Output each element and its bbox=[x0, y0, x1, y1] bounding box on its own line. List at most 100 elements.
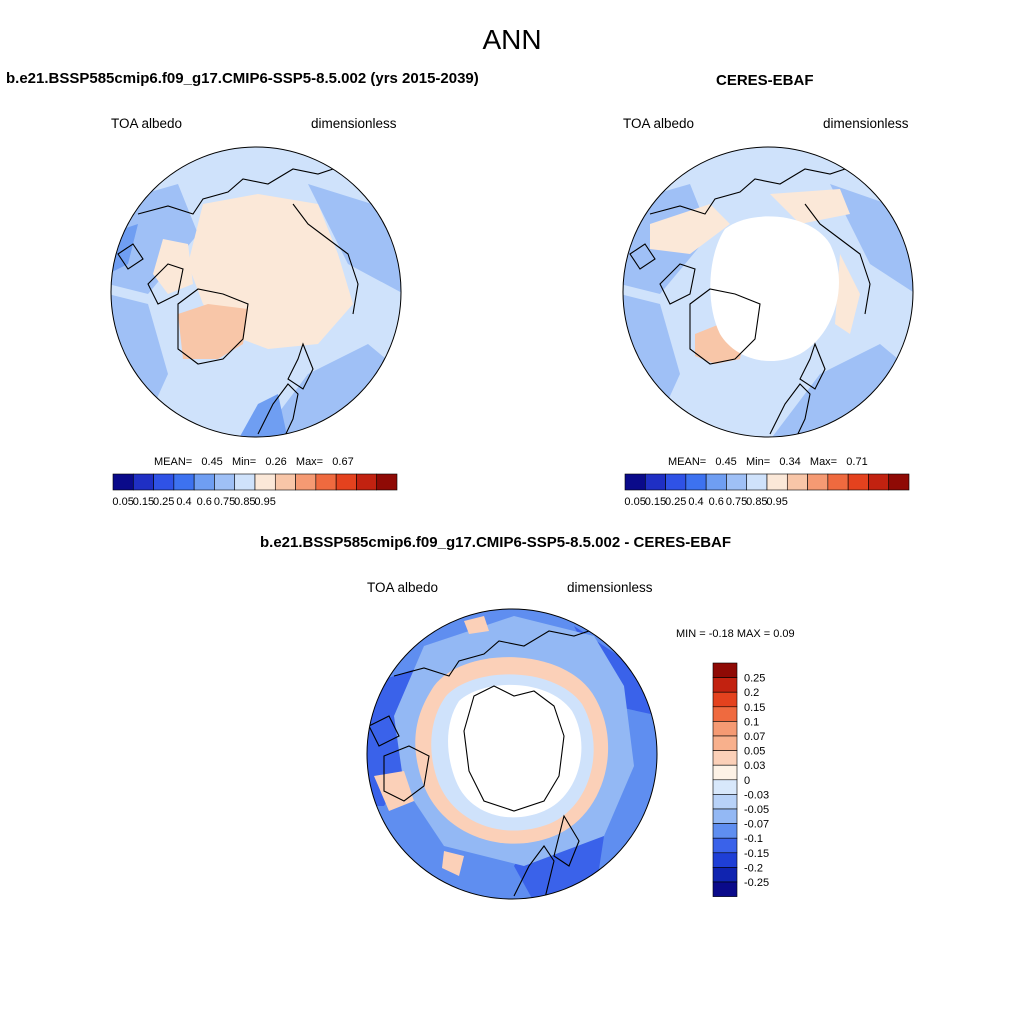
colorbar-tick-label: -0.25 bbox=[744, 877, 769, 889]
colorbar-tick-label: 0.4 bbox=[176, 496, 191, 508]
colorbar-box bbox=[705, 473, 727, 491]
mean-label: MEAN= bbox=[668, 456, 707, 468]
greenland-high-albedo bbox=[178, 304, 248, 359]
colorbar-box bbox=[726, 473, 748, 491]
missing-data-region bbox=[710, 216, 839, 362]
main-title: ANN bbox=[482, 24, 542, 55]
colorbar-box bbox=[295, 473, 317, 491]
colorbar-box bbox=[173, 473, 195, 491]
colorbar-tick-label: 0.75 bbox=[214, 496, 235, 508]
colorbar-tick-label: 0.6 bbox=[197, 496, 212, 508]
colorbar-tick-label: 0.95 bbox=[766, 496, 787, 508]
colorbar-tick-label: 0.25 bbox=[665, 496, 686, 508]
colorbar-tick-label: 0.03 bbox=[744, 760, 765, 772]
colorbar-box bbox=[665, 473, 687, 491]
colorbar-tick-label: -0.05 bbox=[744, 804, 769, 816]
colorbar-box bbox=[712, 794, 738, 810]
panel-3-variable-label: TOA albedo bbox=[367, 580, 439, 595]
panel-1-stats: MEAN= 0.45 Min= 0.26 Max= 0.67 bbox=[154, 456, 354, 468]
max-label: Max= bbox=[809, 456, 838, 468]
panel-1-polar-map bbox=[110, 146, 402, 438]
colorbar-tick-label: 0.2 bbox=[744, 687, 759, 699]
colorbar-tick-label: 0.15 bbox=[133, 496, 154, 508]
panel-3-colorbar: 0.25 0.2 0.15 0.1 0.07 0.05 0.03 0 -0.03 -0.05 -0.… bbox=[712, 662, 769, 897]
panel-1-title: b.e21.BSSP585cmip6.f09_g17.CMIP6-SSP5-8.… bbox=[6, 70, 479, 87]
colorbar-box bbox=[712, 677, 738, 693]
colorbar-tick-label: 0.25 bbox=[744, 673, 765, 685]
colorbar-box bbox=[712, 837, 738, 854]
panel-2-colorbar: 0.050.150.25 0.4 0.6 0.750.850.95 bbox=[624, 473, 910, 508]
colorbar-box bbox=[214, 473, 236, 491]
colorbar-tick-label: 0.05 bbox=[112, 496, 133, 508]
high-albedo-north bbox=[770, 189, 850, 224]
colorbar-tick-label: -0.2 bbox=[744, 862, 763, 874]
colorbar-box bbox=[807, 473, 829, 491]
min-value: 0.26 bbox=[265, 456, 287, 468]
colorbar-box bbox=[712, 750, 738, 766]
colorbar-tick-label: 0.6 bbox=[709, 496, 724, 508]
min-label: Min= bbox=[231, 456, 257, 468]
colorbar-box bbox=[712, 662, 738, 678]
max-label: Max= bbox=[295, 456, 324, 468]
panel-2-stats: MEAN= 0.45 Min= 0.34 Max= 0.71 bbox=[668, 456, 868, 468]
colorbar-box bbox=[274, 473, 296, 491]
colorbar-tick-label: -0.1 bbox=[744, 833, 763, 845]
panel-3-stats: MIN = -0.18 MAX = 0.09 bbox=[676, 628, 795, 640]
colorbar-box bbox=[153, 473, 175, 491]
colorbar-tick-label: -0.03 bbox=[744, 789, 769, 801]
colorbar-tick-label: 0 bbox=[744, 775, 750, 787]
panel-2-variable-label: TOA albedo bbox=[623, 116, 695, 131]
panel-3-units-label: dimensionless bbox=[567, 580, 653, 595]
panel-2-units-label: dimensionless bbox=[823, 116, 909, 131]
colorbar-box bbox=[888, 473, 910, 491]
max-value: 0.71 bbox=[846, 456, 868, 468]
high-albedo-east bbox=[835, 254, 860, 334]
colorbar-box bbox=[356, 473, 378, 491]
map-boundary bbox=[366, 608, 658, 900]
ocean-dark-south bbox=[238, 394, 288, 437]
colorbar-box bbox=[624, 473, 646, 491]
colorbar-tick-label: -0.07 bbox=[744, 819, 769, 831]
colorbar-tick-label: 0.85 bbox=[746, 496, 767, 508]
colorbar-box bbox=[712, 764, 738, 781]
positive-patch-south bbox=[442, 851, 464, 876]
colorbar-box bbox=[112, 473, 134, 491]
coastlines bbox=[629, 163, 871, 437]
colorbar-tick-label: 0.05 bbox=[624, 496, 645, 508]
colorbar-box bbox=[315, 473, 337, 491]
colorbar-box bbox=[712, 852, 738, 868]
colorbar-box bbox=[746, 473, 768, 491]
colorbar-box bbox=[712, 808, 738, 824]
colorbar-box bbox=[193, 473, 215, 491]
colorbar-tick-label: 0.07 bbox=[744, 731, 765, 743]
colorbar-tick-label: 0.4 bbox=[688, 496, 703, 508]
mean-value: 0.45 bbox=[715, 456, 737, 468]
colorbar-box bbox=[712, 867, 738, 883]
colorbar-tick-label: 0.1 bbox=[744, 716, 759, 728]
panel-1-colorbar: 0.050.150.25 0.4 0.6 0.750.850.95 bbox=[112, 473, 398, 508]
colorbar-box bbox=[712, 691, 738, 708]
panel-2-title: CERES-EBAF bbox=[716, 72, 814, 89]
panel-3-polar-map bbox=[366, 608, 658, 900]
colorbar-box bbox=[827, 473, 849, 491]
colorbar-tick-label: 0.85 bbox=[234, 496, 255, 508]
panel-1-units-label: dimensionless bbox=[311, 116, 397, 131]
mean-value: 0.45 bbox=[201, 456, 223, 468]
colorbar-tick-label: 0.25 bbox=[153, 496, 174, 508]
colorbar-tick-label: 0.75 bbox=[726, 496, 747, 508]
positive-patch-north bbox=[464, 616, 489, 634]
archipelago-high-albedo bbox=[153, 239, 193, 294]
mean-label: MEAN= bbox=[154, 456, 193, 468]
colorbar-box bbox=[644, 473, 666, 491]
colorbar-tick-label: 0.95 bbox=[254, 496, 275, 508]
colorbar-box bbox=[786, 473, 808, 491]
max-value: 0.67 bbox=[332, 456, 354, 468]
colorbar-box bbox=[335, 473, 357, 491]
colorbar-tick-label: 0.15 bbox=[744, 702, 765, 714]
coastlines bbox=[117, 163, 359, 437]
colorbar-box bbox=[712, 823, 738, 839]
colorbar-tick-label: -0.15 bbox=[744, 848, 769, 860]
colorbar-box bbox=[868, 473, 890, 491]
panel-1-variable-label: TOA albedo bbox=[111, 116, 183, 131]
coastlines bbox=[368, 625, 605, 899]
